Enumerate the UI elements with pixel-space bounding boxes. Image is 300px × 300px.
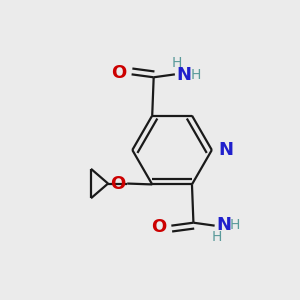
Text: H: H — [230, 218, 240, 232]
Text: N: N — [216, 216, 231, 234]
Text: N: N — [176, 66, 191, 84]
Text: N: N — [218, 141, 233, 159]
Text: O: O — [151, 218, 166, 236]
Text: H: H — [190, 68, 201, 82]
Text: H: H — [172, 56, 182, 70]
Text: O: O — [110, 175, 126, 193]
Text: H: H — [212, 230, 222, 244]
Text: O: O — [111, 64, 126, 82]
